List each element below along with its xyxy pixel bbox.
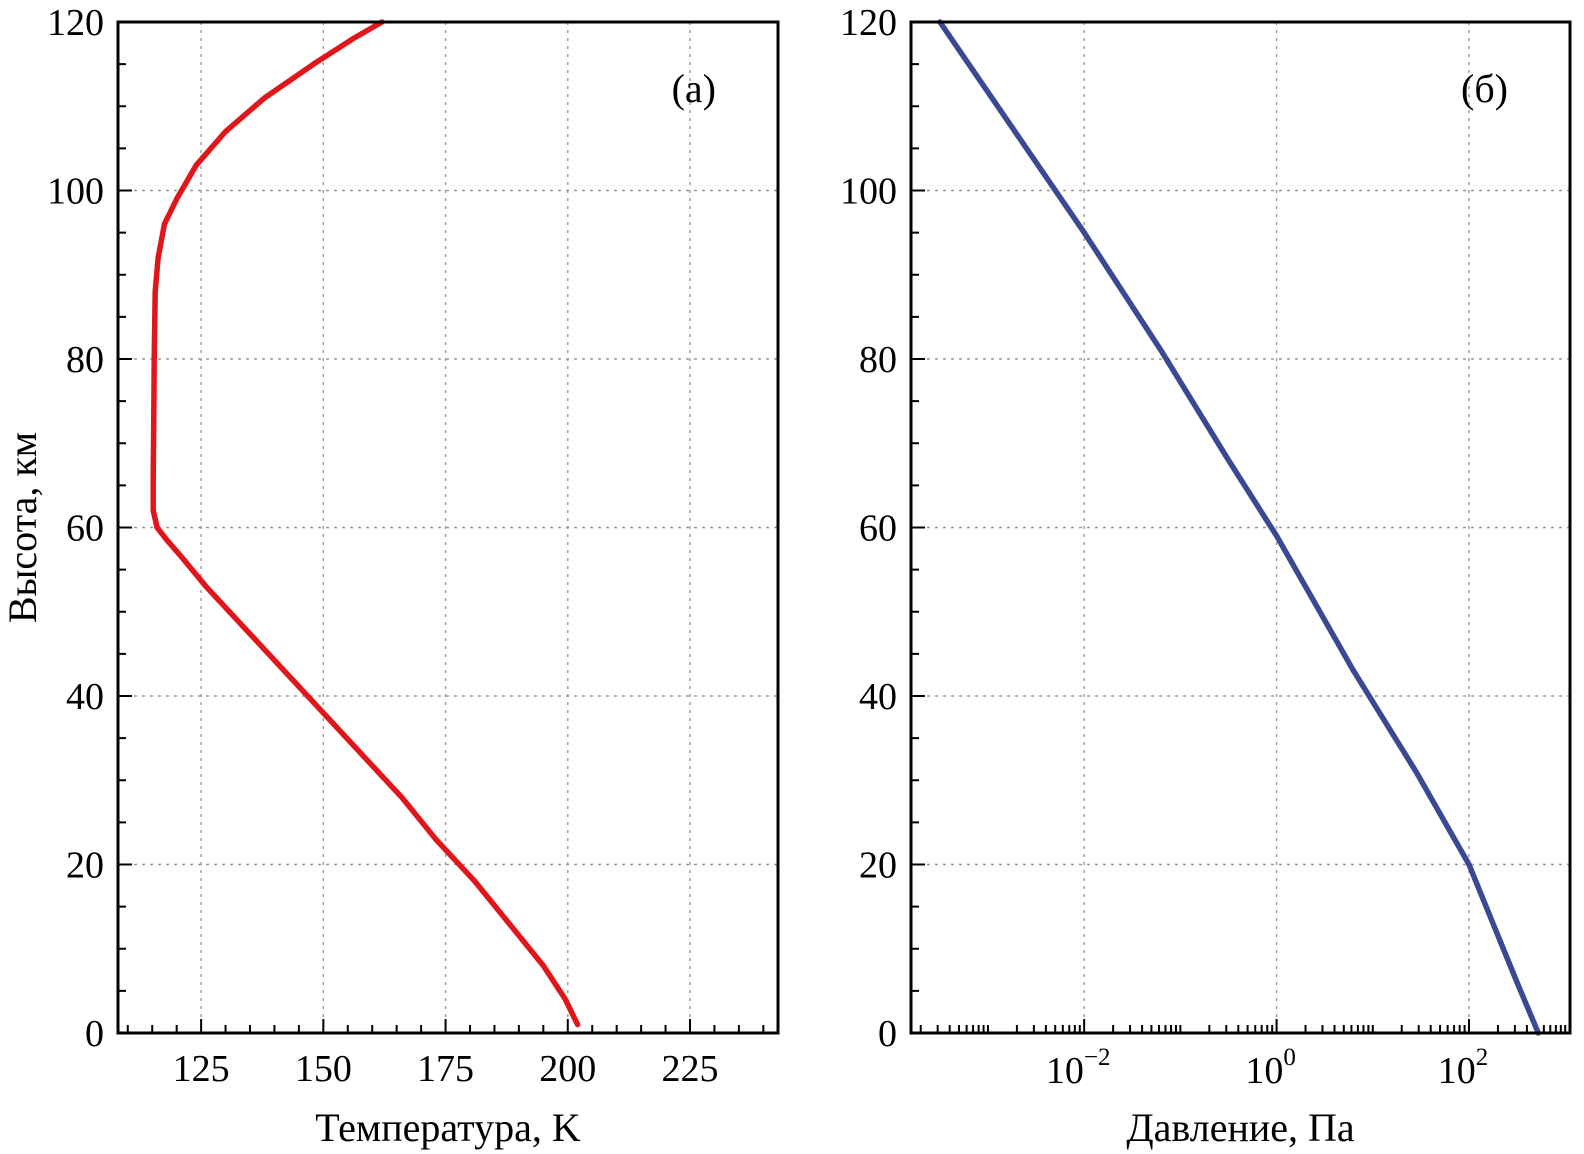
- x-tick-label: 200: [539, 1048, 596, 1090]
- plot-frame: [116, 20, 780, 1035]
- y-tick-label: 40: [859, 676, 897, 718]
- x-axis-label: Давление, Па: [1126, 1105, 1355, 1150]
- x-tick-label: 102: [1438, 1044, 1489, 1092]
- panel-label: (б): [1461, 66, 1508, 111]
- temperature-profile-line: [150, 19, 581, 1028]
- y-tick-label: 0: [85, 1013, 104, 1055]
- x-tick-label: 225: [662, 1048, 719, 1090]
- y-tick-label: 80: [859, 339, 897, 381]
- y-tick-label: 120: [840, 2, 897, 44]
- pressure-profile-line: [937, 19, 1542, 1036]
- x-tick-label: 150: [295, 1048, 352, 1090]
- y-tick-label: 80: [66, 339, 104, 381]
- panel-temperature: 0 20 40 60 80 100 120 125 150 175 200 225 (а) Темпера…: [0, 2, 780, 1150]
- plot-frame: [909, 20, 1572, 1035]
- x-tick-label: 125: [173, 1048, 230, 1090]
- y-axis-label: Высота, км: [0, 432, 45, 623]
- x-tick-label: 100: [1245, 1044, 1296, 1092]
- panel-label: (а): [672, 66, 716, 111]
- x-tick-label: 175: [417, 1048, 474, 1090]
- y-tick-label: 60: [66, 508, 104, 550]
- panel-pressure: 0 20 40 60 80 100 120 10−2 100 102 (б) Давление, Па: [840, 2, 1572, 1150]
- y-tick-label: 0: [878, 1013, 897, 1055]
- x-tick-label: 10−2: [1046, 1044, 1111, 1092]
- y-tick-label: 100: [840, 171, 897, 213]
- y-tick-label: 20: [859, 845, 897, 887]
- y-tick-label: 100: [47, 171, 104, 213]
- y-tick-label: 120: [47, 2, 104, 44]
- x-axis-label: Температура, K: [315, 1105, 581, 1150]
- y-tick-label: 20: [66, 845, 104, 887]
- y-tick-label: 40: [66, 676, 104, 718]
- y-tick-label: 60: [859, 508, 897, 550]
